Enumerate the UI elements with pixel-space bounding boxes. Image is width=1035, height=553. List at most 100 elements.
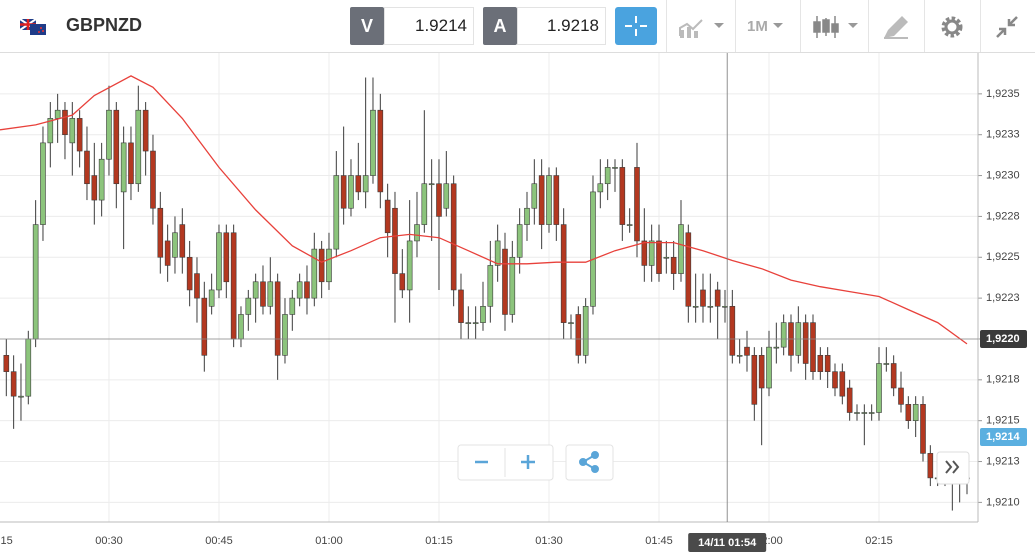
candle-body — [868, 412, 875, 414]
candle-body — [560, 224, 567, 323]
crosshair-button[interactable] — [615, 7, 657, 45]
candle-body — [223, 232, 230, 283]
candle-body — [91, 175, 98, 201]
candle-body — [304, 281, 310, 299]
candle-body — [824, 355, 831, 372]
x-tick-label: 01:45 — [645, 535, 673, 547]
scroll-right-button[interactable] — [936, 451, 970, 485]
collapse-button[interactable] — [995, 15, 1019, 39]
settings-button[interactable] — [939, 14, 965, 40]
candle-body — [18, 395, 24, 398]
x-tick-label: 00:30 — [95, 535, 123, 547]
candle-body — [729, 305, 736, 356]
candle-body — [333, 175, 340, 250]
separator — [980, 0, 981, 52]
candle-body — [494, 240, 501, 266]
candle-body — [810, 322, 816, 372]
candle-body — [876, 363, 882, 413]
candle-body — [802, 322, 809, 364]
crosshair-label: 14/11 01:54 — [698, 537, 757, 549]
plot — [0, 75, 970, 511]
candle-body — [3, 355, 10, 372]
candle-body — [216, 232, 222, 291]
price-tag — [980, 329, 1027, 348]
ask-label[interactable]: A — [483, 7, 517, 45]
candle-body — [69, 118, 76, 144]
candle-body — [626, 224, 633, 226]
x-tick-label: 00:45 — [205, 535, 233, 547]
x-tick-label: 01:00 — [315, 535, 343, 547]
y-tick-label: 1,9225 — [986, 251, 1020, 263]
candle-body — [780, 322, 787, 348]
chart-type-button[interactable] — [812, 14, 862, 40]
candle-body — [648, 240, 655, 266]
candle-body — [663, 256, 670, 259]
zoom-controls — [457, 444, 970, 485]
candle-body — [296, 281, 303, 299]
candle-body — [164, 240, 171, 266]
candle-body — [362, 175, 369, 193]
price-tag-label: 1,9220 — [986, 333, 1020, 345]
candle-body — [736, 355, 743, 357]
candle-body — [546, 175, 552, 225]
candle-body — [678, 224, 684, 274]
y-tick-label: 1,9230 — [986, 169, 1020, 181]
candle-body — [670, 256, 677, 274]
y-tick-label: 1,9218 — [986, 374, 1020, 386]
bid-label[interactable]: V — [350, 7, 384, 45]
candle-body — [98, 158, 105, 201]
candle-body — [436, 183, 442, 217]
candle-body — [428, 183, 435, 186]
candle-body — [62, 109, 68, 136]
symbol: GBPNZD — [66, 15, 142, 35]
candle-body — [282, 314, 288, 356]
candle-body — [450, 183, 457, 291]
candle-body — [230, 232, 237, 340]
candle-body — [377, 109, 384, 193]
candle-body — [700, 289, 706, 307]
candle-body — [590, 191, 596, 307]
price-tag-label: 1,9214 — [986, 431, 1021, 443]
candle-body — [927, 453, 934, 479]
candle-body — [634, 167, 640, 242]
candle-body — [582, 305, 589, 356]
candle-body — [340, 175, 347, 209]
y-tick-label: 1,9210 — [986, 496, 1020, 508]
timeframe[interactable]: 1M — [747, 18, 768, 35]
candle-body — [208, 289, 215, 307]
candle-body — [487, 265, 494, 307]
candle-body — [348, 175, 354, 209]
candle-body — [406, 240, 413, 291]
indicators-button[interactable] — [678, 14, 728, 40]
candle-body — [722, 305, 728, 308]
timeframe-caret — [773, 23, 783, 28]
candle-body — [502, 248, 508, 315]
separator — [868, 0, 869, 52]
separator — [666, 0, 667, 52]
candle-body — [458, 289, 464, 323]
candle-body — [355, 175, 362, 193]
candle-body — [150, 150, 156, 209]
candle-body — [568, 322, 574, 324]
candle-body — [538, 175, 545, 225]
candle-body — [898, 387, 904, 405]
currency-flags — [20, 19, 46, 35]
candle-body — [531, 183, 538, 209]
candle-body — [370, 109, 376, 176]
candle-body — [421, 183, 428, 225]
candle-body — [524, 207, 530, 225]
candle-body — [186, 256, 193, 291]
drawing-button[interactable] — [882, 14, 910, 40]
candle-body — [84, 150, 90, 185]
candle-body — [714, 289, 721, 307]
toolbar: GBPNZD V 1.9214 A 1.9218 1M — [0, 0, 1035, 53]
candle-body — [245, 297, 252, 315]
candle-body — [194, 273, 200, 299]
bid-price[interactable]: 1.9214 — [384, 7, 474, 45]
share-button[interactable] — [565, 444, 614, 481]
candle-body — [238, 314, 244, 340]
candle-body — [612, 167, 618, 169]
ask-price[interactable]: 1.9218 — [517, 7, 606, 45]
y-tick-label: 1,9228 — [986, 210, 1020, 222]
